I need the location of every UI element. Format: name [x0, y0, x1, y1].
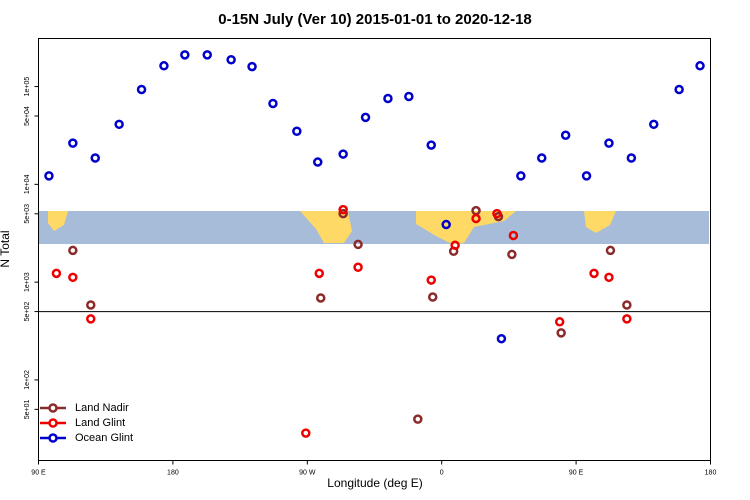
legend-marker — [48, 403, 58, 413]
point — [560, 130, 571, 140]
point — [426, 275, 436, 285]
point — [471, 213, 481, 224]
point — [68, 245, 78, 256]
point — [202, 50, 212, 60]
legend-marker — [48, 433, 58, 443]
point — [556, 328, 566, 338]
point — [68, 272, 78, 283]
legend-label: Ocean Glint — [75, 432, 133, 444]
point — [537, 153, 547, 163]
point — [581, 171, 592, 181]
x-tick-label: 90 E — [31, 469, 46, 476]
point — [313, 157, 323, 167]
point — [589, 268, 599, 279]
point — [44, 171, 54, 181]
point — [695, 61, 705, 71]
y-tick-label: 1e+04 — [24, 174, 31, 194]
point — [626, 153, 637, 163]
x-tick-label: 180 — [705, 469, 717, 476]
point — [471, 205, 481, 216]
point — [51, 268, 62, 279]
y-tick-label: 5e+04 — [24, 106, 31, 126]
y-tick-label: 1e+05 — [24, 77, 31, 97]
y-tick-label: 5e+02 — [24, 302, 31, 322]
point — [427, 292, 438, 302]
point — [404, 91, 414, 102]
point — [492, 208, 502, 219]
x-tick-label: 0 — [440, 469, 444, 476]
point — [159, 61, 169, 71]
point — [86, 300, 96, 310]
legend-marker — [48, 418, 58, 428]
x-tick-label: 90 E — [569, 469, 584, 476]
point — [68, 138, 78, 148]
point — [314, 268, 324, 279]
point — [268, 98, 278, 109]
point — [604, 138, 614, 148]
point — [338, 204, 348, 215]
point — [114, 119, 124, 130]
y-tick-label: 5e+03 — [24, 204, 31, 224]
point — [516, 171, 526, 181]
point — [622, 314, 632, 324]
point — [292, 126, 302, 137]
plot-frame — [38, 38, 711, 461]
point — [86, 314, 96, 324]
y-tick-label: 1e+03 — [24, 272, 31, 292]
x-axis-label: Longitude (deg E) — [327, 476, 422, 490]
point — [496, 333, 507, 344]
y-tick-label: 1e+02 — [24, 370, 31, 390]
chart-title: 0-15N July (Ver 10) 2015-01-01 to 2020-1… — [218, 11, 532, 28]
point — [90, 153, 100, 163]
point — [441, 219, 451, 230]
point — [338, 149, 348, 159]
legend-label: Land Glint — [75, 417, 125, 429]
point — [315, 293, 326, 303]
x-tick-label: 180 — [167, 469, 179, 476]
x-tick-label: 90 W — [299, 469, 316, 476]
map-strip — [39, 211, 709, 244]
legend-label: Land Nadir — [75, 402, 129, 414]
point — [360, 112, 371, 123]
point — [604, 272, 614, 283]
point — [426, 140, 436, 150]
point — [301, 428, 311, 438]
point — [622, 300, 632, 310]
point — [383, 93, 393, 104]
point — [226, 54, 236, 65]
point — [247, 61, 257, 72]
point — [508, 230, 519, 241]
point — [507, 249, 517, 260]
point — [413, 414, 423, 424]
y-tick-label: 5e+01 — [24, 399, 31, 419]
point — [353, 239, 363, 250]
point — [605, 245, 616, 256]
point — [674, 84, 684, 95]
point — [338, 208, 348, 219]
point — [180, 50, 190, 60]
point — [554, 317, 565, 327]
point — [353, 262, 363, 272]
y-axis-label: N Total — [0, 230, 12, 267]
point — [450, 240, 460, 251]
point — [136, 84, 147, 95]
point — [649, 119, 659, 130]
